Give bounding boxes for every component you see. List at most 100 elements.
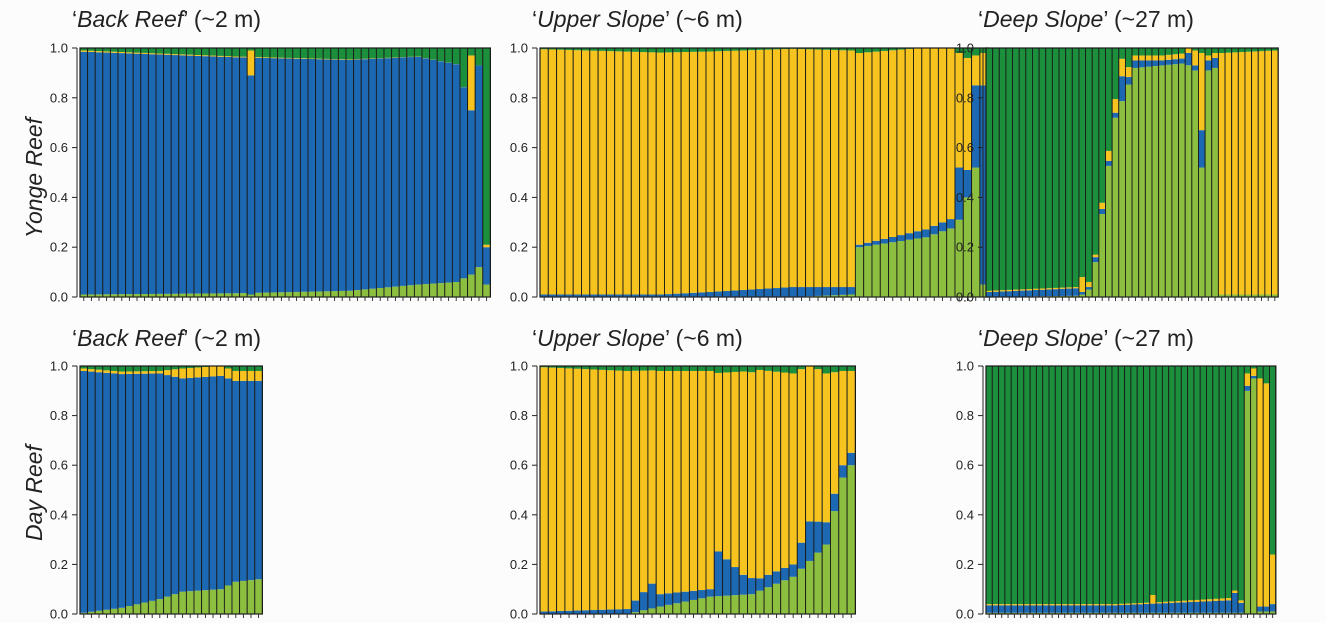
bar-segment-yellow [764, 50, 772, 289]
bar-segment-green-dark [452, 48, 460, 64]
bar-segment-green-dark [839, 366, 847, 371]
bar-segment-blue [714, 552, 722, 597]
bar-segment-blue [240, 57, 248, 293]
bar-segment-yellow [232, 57, 240, 58]
bar-41 [392, 48, 400, 297]
bar-segment-yellow [1225, 53, 1232, 295]
bar-21 [1118, 366, 1124, 614]
bar-segment-yellow [706, 371, 714, 589]
bar-segment-yellow [739, 50, 747, 290]
bar-segment-blue [270, 58, 278, 292]
bar-18 [1106, 48, 1113, 297]
bar-segment-yellow [1043, 604, 1049, 605]
panel-r1c0: ‘Back Reef’ (~2 m)0.00.20.40.60.81.0 [50, 325, 262, 622]
bar-segment-green-dark [171, 48, 179, 54]
bar-segment-green-dark [346, 48, 354, 59]
bar-segment-green-dark [1068, 366, 1074, 604]
bar-segment-green-light [1244, 391, 1250, 614]
bar-17 [1093, 366, 1099, 614]
bar-36 [839, 48, 847, 297]
bar-segment-yellow [681, 52, 689, 293]
bar-7 [133, 366, 141, 614]
bar-segment-blue [331, 60, 339, 292]
bar-segment-green-light [706, 597, 714, 614]
bar-segment-blue [399, 57, 407, 286]
bar-segment-yellow [665, 371, 673, 593]
y-tick-label: 1.0 [50, 359, 68, 374]
bar-segment-green-dark [278, 48, 286, 58]
bar-16 [1087, 366, 1093, 614]
bar-segment-green-light [673, 603, 681, 614]
bar-7 [1032, 48, 1039, 297]
bar-23 [1131, 366, 1137, 614]
bar-segment-yellow [1179, 54, 1186, 59]
bar-segment-yellow [148, 53, 156, 54]
y-tick-label: 0.2 [510, 240, 528, 255]
panel-title-part: Upper Slope [537, 325, 665, 351]
panel-title-part: Back Reef [77, 325, 186, 351]
bar-segment-blue [186, 56, 194, 294]
bar-2 [999, 48, 1006, 297]
bar-47 [437, 48, 445, 297]
bar-35 [1218, 48, 1225, 297]
bar-33 [814, 48, 822, 297]
bar-segment-green-dark [1046, 48, 1053, 288]
bar-segment-blue [839, 287, 847, 295]
bar-segment-yellow [95, 51, 103, 52]
bar-35 [1207, 366, 1213, 614]
bar-segment-blue [772, 571, 780, 583]
bar-18 [1099, 366, 1105, 614]
bar-segment-blue [1087, 605, 1093, 612]
bar-segment-green-dark [731, 366, 739, 372]
bar-segment-yellow [1169, 601, 1175, 602]
bar-segment-blue [1165, 60, 1172, 65]
bar-15 [665, 366, 673, 614]
bar-segment-green-light [369, 289, 377, 297]
bar-11 [164, 366, 172, 614]
bar-segment-blue [1086, 287, 1093, 289]
bar-35 [346, 48, 354, 297]
bar-4 [573, 366, 581, 614]
bar-37 [361, 48, 369, 297]
bar-segment-blue [156, 55, 164, 294]
bar-segment-blue [483, 247, 491, 284]
bar-segment-green-dark [1081, 366, 1087, 604]
bar-segment-green-dark [164, 48, 172, 54]
bar-segment-green-dark [323, 48, 331, 59]
bar-segment-green-dark [331, 48, 339, 59]
bar-24 [739, 48, 747, 297]
bar-segment-blue [822, 287, 830, 296]
bar-segment-yellow [1200, 600, 1206, 602]
bar-28 [1162, 366, 1168, 614]
y-tick-label: 0.8 [956, 408, 974, 423]
bar-segment-green-light [475, 267, 483, 297]
bar-segment-green-dark [631, 366, 639, 371]
bar-16 [202, 48, 210, 297]
bar-segment-green-light [1251, 378, 1257, 614]
bar-segment-blue [255, 381, 263, 579]
bar-segment-green-light [972, 168, 980, 297]
bar-segment-green-dark [698, 366, 706, 371]
bar-segment-yellow [640, 371, 648, 593]
bar-segment-blue [133, 374, 141, 605]
bar-51 [963, 48, 971, 297]
bar-segment-blue [1156, 603, 1162, 612]
bar-18 [689, 366, 697, 614]
bar-segment-blue [1219, 601, 1225, 613]
bar-segment-green-dark [164, 366, 172, 370]
bar-10 [623, 48, 631, 297]
bar-segment-yellow [1272, 50, 1279, 294]
bar-43 [1257, 366, 1263, 614]
bar-segment-green-light [361, 289, 369, 297]
bar-segment-green-dark [1213, 366, 1219, 599]
bar-2 [95, 366, 103, 614]
bar-29 [1179, 48, 1186, 297]
bar-segment-blue [1106, 161, 1113, 166]
bar-9 [1046, 48, 1053, 297]
bar-17 [209, 366, 217, 614]
bar-segment-green-light [731, 595, 739, 614]
bar-segment-green-dark [1030, 366, 1036, 604]
bar-segment-yellow [186, 55, 194, 56]
bar-segment-blue [1205, 60, 1212, 70]
bar-segment-yellow [714, 373, 722, 552]
